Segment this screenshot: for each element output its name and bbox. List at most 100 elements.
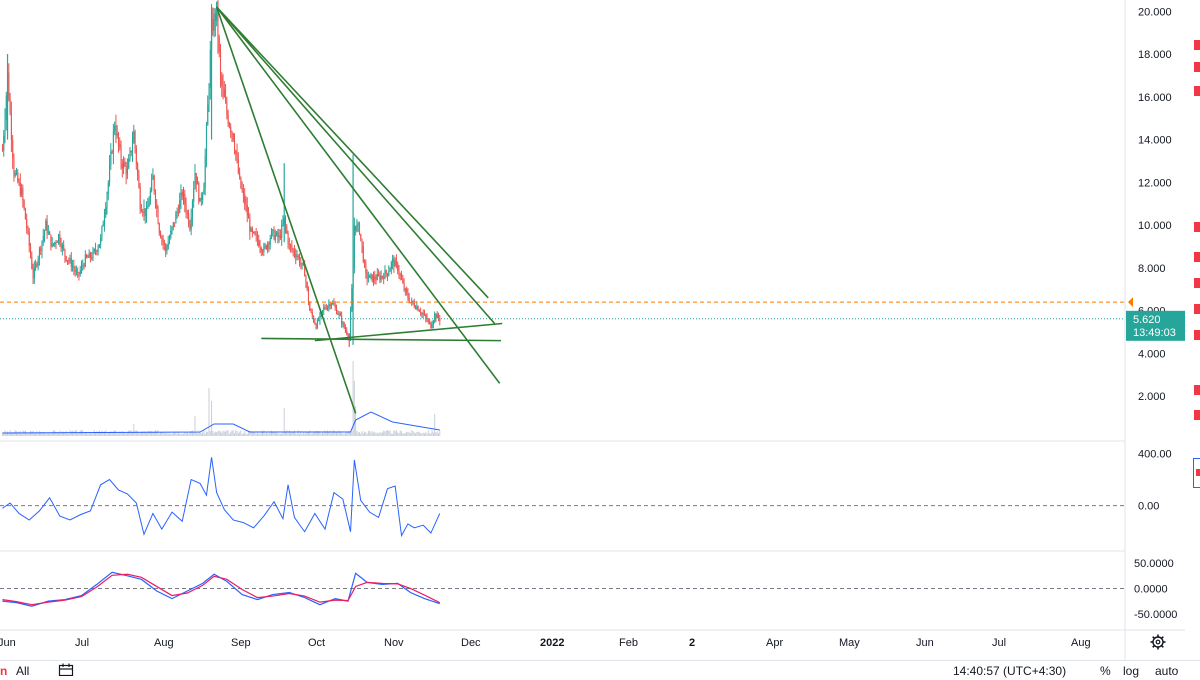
percent-toggle[interactable]: % [1100,664,1111,678]
candle [376,274,378,280]
candle [135,147,137,165]
candle [296,255,298,258]
volume-bar [17,432,19,436]
candle [162,238,164,243]
price-axis-tick: 2.000 [1138,391,1166,403]
volume-bar [263,430,265,436]
volume-bar [63,431,65,436]
volume-bar [117,433,119,436]
volume-bar [144,432,146,436]
volume-bar [170,433,172,436]
volume-bar [378,433,380,436]
candle [290,244,292,247]
volume-bar [364,431,366,436]
trendline[interactable] [216,6,501,384]
time-axis-label: Jul [992,637,1006,649]
volume-bar [273,432,275,436]
candle [177,211,179,213]
candle [60,243,62,249]
clock-label[interactable]: 14:40:57 (UTC+4:30) [953,664,1067,678]
candle [242,190,245,195]
trendline[interactable] [314,322,503,342]
trendline[interactable] [216,6,496,325]
volume-bar [241,433,243,436]
candle [241,187,243,191]
volume-bar [165,432,167,436]
candle [403,282,405,291]
volume-bar [59,430,61,436]
volume-bar [384,431,386,436]
trendline[interactable] [216,6,489,299]
side-panel-marker [1196,469,1200,476]
candle [33,267,35,279]
candle [121,163,123,169]
volume-bar [12,432,14,436]
time-axis-label: Dec [461,637,481,649]
volume-bar [15,431,17,436]
volume-bar [390,433,392,436]
candle [157,208,159,224]
candle [371,274,373,282]
candle [128,158,130,169]
range-all-button[interactable]: All [16,664,30,678]
candle [313,316,315,322]
candle [13,157,15,176]
candle [246,205,248,216]
candle [212,18,214,31]
candle [358,223,361,234]
volume-bar [110,431,112,436]
gear-icon[interactable] [1150,634,1166,650]
volume-bar [318,431,320,436]
candle [369,274,371,278]
candle [250,228,252,232]
volume-bar [248,430,250,436]
alert-marker [1194,304,1200,314]
volume-bar [46,432,48,436]
volume-bar [293,430,295,436]
volume-bar [205,431,207,436]
candle [8,72,10,100]
candle [231,131,233,134]
volume-bar [106,433,108,436]
volume-bar [154,430,156,436]
volume-bar [374,431,376,436]
volume-bar [242,433,244,436]
candle [347,333,349,337]
volume-bar [209,431,211,436]
trendline[interactable] [261,337,501,342]
volume-bar [126,433,128,436]
volume-bar [416,432,418,436]
candle [389,268,391,272]
volume-bar [120,433,122,436]
auto-toggle[interactable]: auto [1155,664,1179,678]
candle [103,215,106,224]
candle [420,311,422,314]
volume-bar [356,431,358,436]
candle [93,249,95,252]
log-toggle[interactable]: log [1123,664,1140,678]
candle [161,237,163,239]
volume-bar [329,430,331,436]
price-axis-tick: 18.000 [1138,49,1172,61]
volume-bar [211,401,213,436]
candle [416,306,418,309]
calendar-icon[interactable] [58,663,74,678]
volume-bar [341,433,343,436]
gear-icon-ring [1152,636,1164,648]
side-panel-toggle[interactable] [1193,458,1200,488]
volume-bar [245,433,247,436]
volume-bar [350,431,352,436]
volume-bar [234,433,235,436]
volume-bar [307,432,309,436]
range-marker: n [0,664,8,678]
volume-bar [332,431,334,436]
candle [274,235,276,240]
volume-bar [296,433,298,436]
volume-bar [337,432,339,436]
volume-bar [254,431,256,436]
candle [61,245,63,249]
trendline[interactable] [215,6,357,414]
candle [364,261,366,263]
